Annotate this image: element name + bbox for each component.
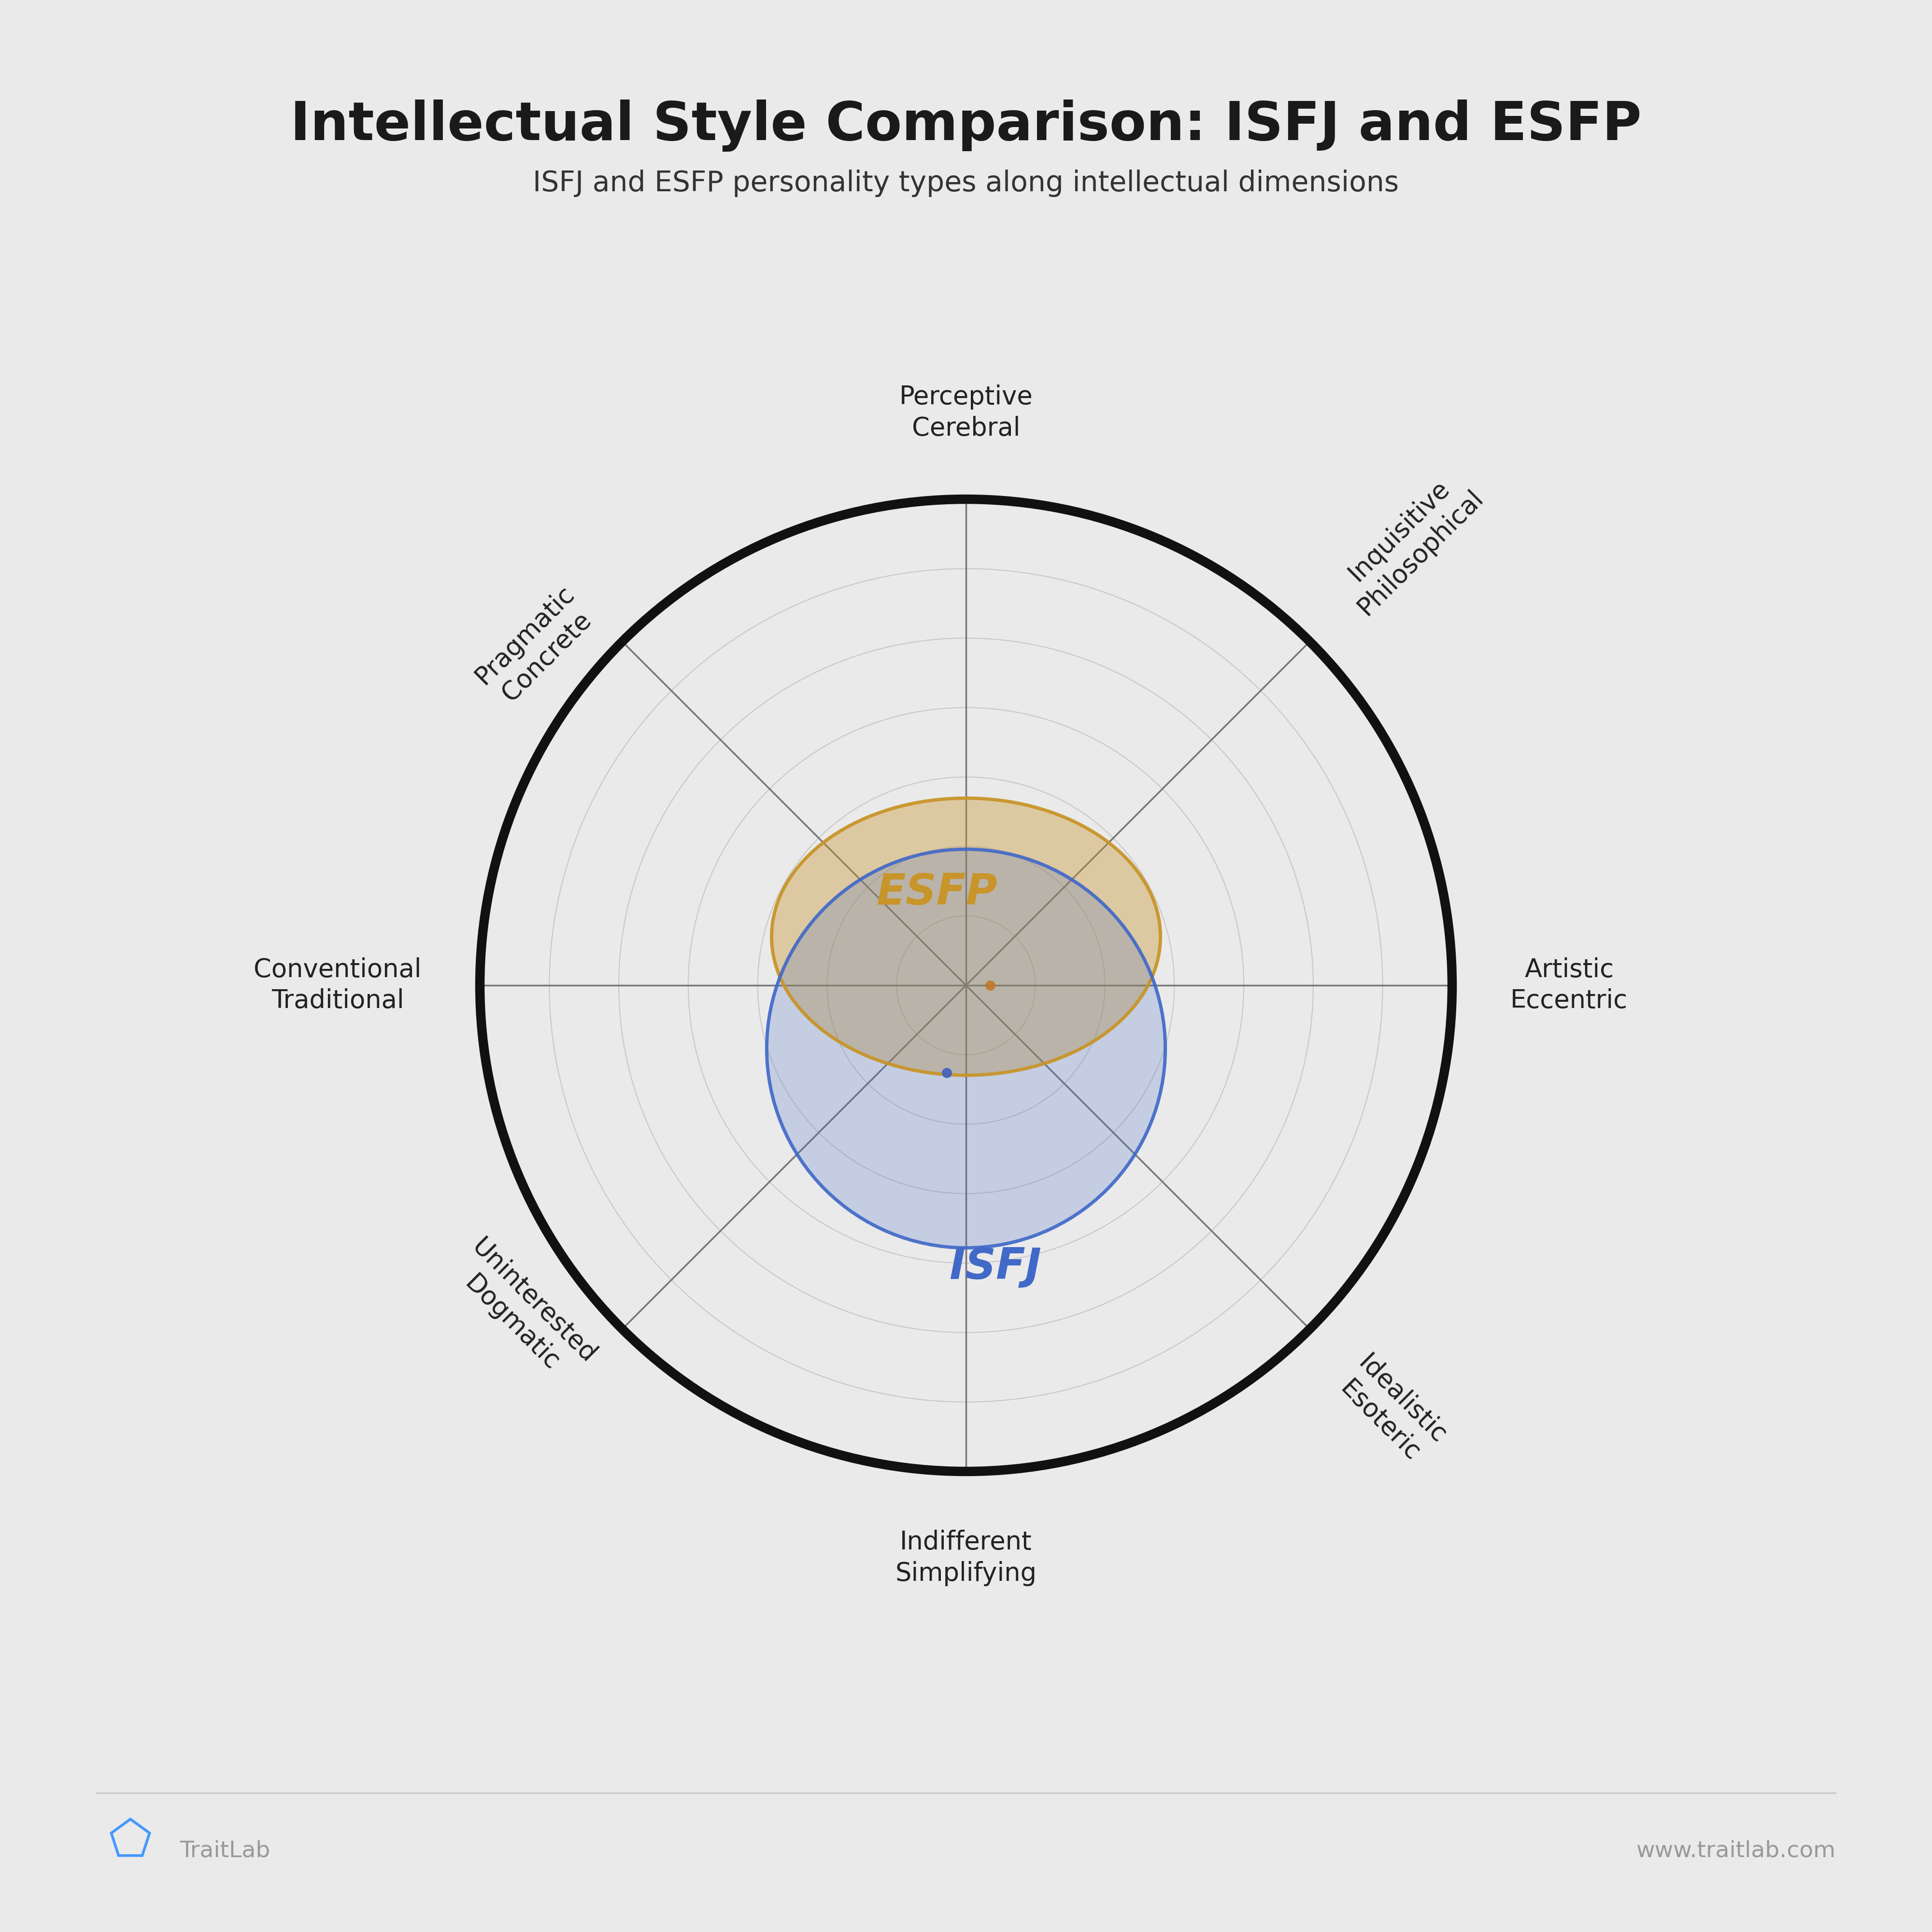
Text: Conventional
Traditional: Conventional Traditional: [253, 956, 421, 1014]
Ellipse shape: [767, 850, 1165, 1248]
Text: Perceptive
Cerebral: Perceptive Cerebral: [898, 384, 1034, 440]
Text: ESFP: ESFP: [877, 871, 997, 914]
Text: Idealistic
Esoteric: Idealistic Esoteric: [1331, 1350, 1451, 1470]
Text: ISFJ and ESFP personality types along intellectual dimensions: ISFJ and ESFP personality types along in…: [533, 170, 1399, 197]
Text: Uninterested
Dogmatic: Uninterested Dogmatic: [444, 1235, 601, 1391]
Text: Artistic
Eccentric: Artistic Eccentric: [1511, 956, 1629, 1014]
Text: Intellectual Style Comparison: ISFJ and ESFP: Intellectual Style Comparison: ISFJ and …: [290, 99, 1642, 153]
Text: TraitLab: TraitLab: [180, 1839, 270, 1862]
Ellipse shape: [771, 798, 1161, 1076]
Text: www.traitlab.com: www.traitlab.com: [1636, 1839, 1835, 1862]
Text: ISFJ: ISFJ: [949, 1246, 1041, 1289]
Text: Pragmatic
Concrete: Pragmatic Concrete: [469, 580, 601, 711]
Text: Inquisitive
Philosophical: Inquisitive Philosophical: [1331, 464, 1488, 620]
Text: Indifferent
Simplifying: Indifferent Simplifying: [895, 1530, 1037, 1586]
